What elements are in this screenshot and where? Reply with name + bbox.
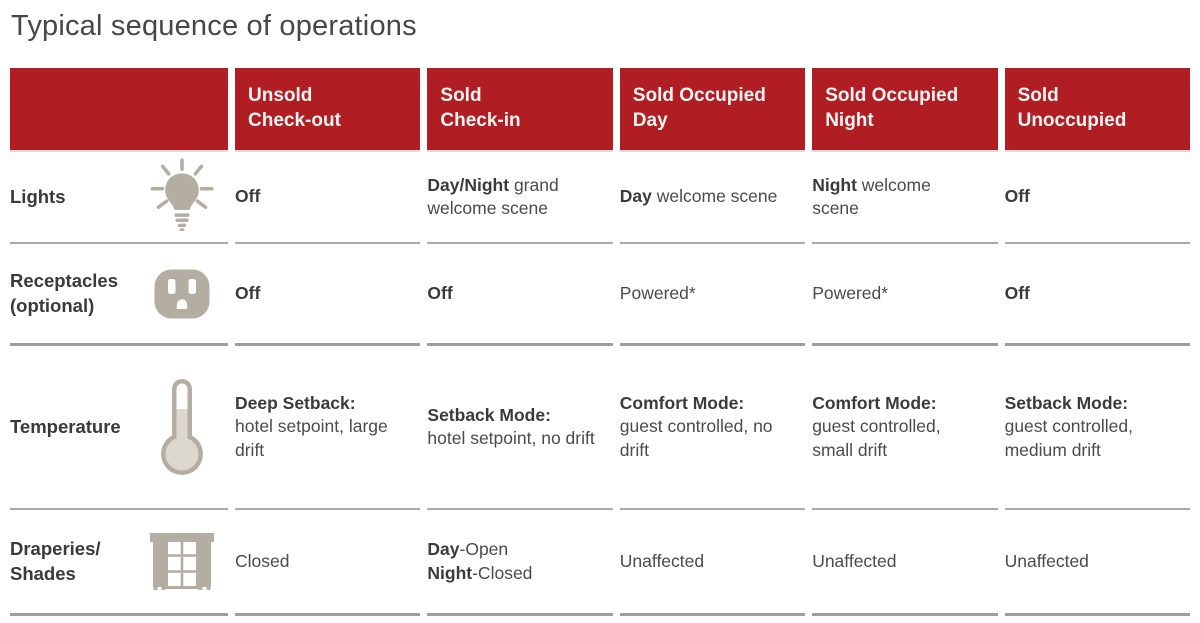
cell-lights-sold-occupied-day: Day welcome scene (619, 150, 806, 244)
header-label: Unoccupied (1017, 110, 1127, 132)
cell-temperature-sold-unoccupied: Setback Mode: guest controlled, medium dr… (1004, 346, 1190, 510)
header-cell-empty (10, 68, 228, 150)
outlet-icon (136, 267, 228, 321)
header-label: Sold (1017, 85, 1059, 106)
cell-lights-unsold-check-out: Off (235, 150, 421, 244)
cell-temperature-unsold-check-out: Deep Setback: hotel setpoint, large drift (235, 346, 421, 510)
table-row-draperies-shades: Draperies/Shades Closed (10, 510, 1190, 616)
cell-receptacles-sold-unoccupied: Off (1004, 244, 1190, 346)
header-label: Sold (440, 85, 482, 106)
cell-receptacles-sold-occupied-day: Powered* (619, 244, 806, 346)
header-label: Sold Occupied (825, 85, 959, 106)
header-cell-sold-occupied-night: Sold Occupied Night (812, 68, 998, 150)
cell-draperies-sold-occupied-night: Unaffected (812, 510, 998, 616)
cell-lights-sold-unoccupied: Off (1004, 150, 1190, 244)
header-label: Day (632, 110, 668, 132)
thermometer-icon (136, 377, 228, 477)
cell-receptacles-sold-occupied-night: Powered* (812, 244, 998, 346)
table-row-lights: Lights (10, 150, 1190, 244)
cell-draperies-sold-check-in: Day-Open Night-Closed (427, 510, 613, 616)
row-label: Receptacles (optional) (10, 269, 118, 316)
cell-temperature-sold-occupied-night: Comfort Mode: guest controlled, small dri… (812, 346, 998, 510)
header-cell-sold-unoccupied: Sold Unoccupied (1004, 68, 1190, 150)
header-label: Check-out (248, 110, 341, 132)
cell-draperies-sold-occupied-day: Unaffected (619, 510, 806, 616)
row-label: Temperature (10, 415, 121, 437)
header-cell-sold-check-in: Sold Check-in (427, 68, 613, 150)
row-label: Lights (10, 185, 66, 207)
cell-receptacles-sold-check-in: Off (427, 244, 613, 346)
page-title: Typical sequence of operations (11, 10, 417, 42)
row-header-temperature: Temperature (10, 346, 228, 510)
header-label: Night (825, 110, 874, 132)
cell-temperature-sold-check-in: Setback Mode: hotel setpoint, no drift (427, 346, 613, 510)
cell-temperature-sold-occupied-day: Comfort Mode: guest controlled, no drift (619, 346, 806, 510)
table-row-receptacles: Receptacles (optional) Off Off Powered* P… (10, 244, 1190, 346)
cell-draperies-unsold-check-out: Closed (235, 510, 421, 616)
table-header-row: Unsold Check-out Sold Check-in Sold Occupi… (10, 68, 1190, 150)
table-row-temperature: Temperature Deep Setback: hotel setpoint,… (10, 346, 1190, 510)
row-header-receptacles: Receptacles (optional) (10, 244, 228, 346)
row-label: Draperies/Shades (10, 537, 101, 584)
header-label: Sold Occupied (632, 85, 766, 106)
cell-lights-sold-occupied-night: Night welcome scene (812, 150, 998, 244)
row-header-draperies-shades: Draperies/Shades (10, 510, 228, 616)
header-cell-sold-occupied-day: Sold Occupied Day (619, 68, 806, 150)
row-header-lights: Lights (10, 150, 228, 244)
header-cell-unsold-check-out: Unsold Check-out (235, 68, 421, 150)
cell-draperies-sold-unoccupied: Unaffected (1004, 510, 1190, 616)
lightbulb-icon (136, 157, 228, 237)
window-drapes-icon (136, 530, 228, 594)
cell-lights-sold-check-in: Day/Night grand welcome scene (427, 150, 613, 244)
header-label: Unsold (248, 85, 313, 106)
cell-receptacles-unsold-check-out: Off (235, 244, 421, 346)
header-label: Check-in (440, 110, 521, 132)
